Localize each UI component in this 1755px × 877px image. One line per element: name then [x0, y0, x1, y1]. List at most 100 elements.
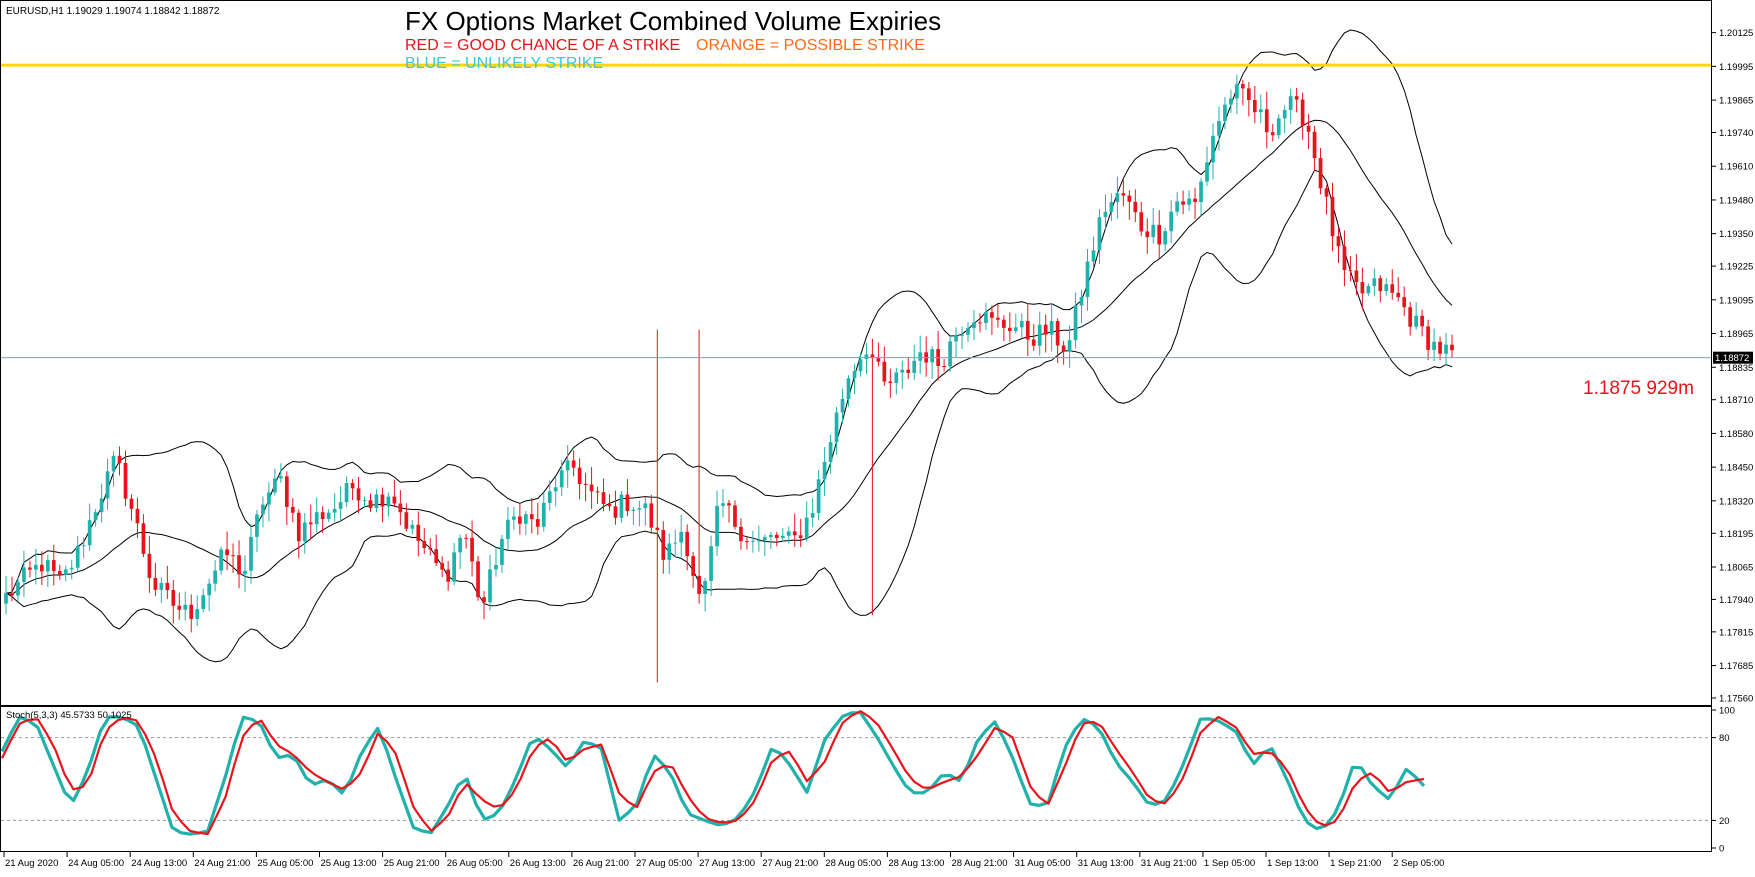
- candle-bear: [882, 361, 887, 382]
- candle-bull: [1223, 104, 1227, 122]
- time-tick-label: 28 Aug 05:00: [825, 858, 881, 869]
- candle-bull: [261, 504, 265, 515]
- candle-bull: [338, 502, 343, 509]
- chart-title: FX Options Market Combined Volume Expiri…: [405, 6, 941, 36]
- candle-bear: [284, 476, 289, 507]
- candle-bull: [4, 593, 8, 604]
- price-tick-label: 1.18580: [1719, 429, 1753, 440]
- price-tick-label: 1.19480: [1719, 195, 1753, 206]
- candle-bull: [834, 412, 839, 443]
- legend-blue-text: BLUE = UNLIKELY STRIKE: [405, 55, 603, 72]
- candle-bear: [691, 556, 696, 576]
- candle-bull: [679, 531, 684, 543]
- price-tick-label: 1.18195: [1719, 529, 1753, 540]
- candle-bear: [1133, 201, 1138, 213]
- candle-bear: [39, 564, 44, 572]
- candle-bear: [1450, 344, 1454, 351]
- candle-bear: [1354, 270, 1359, 283]
- main-chart-frame: [0, 0, 1712, 706]
- candle-bull: [786, 531, 791, 536]
- candle-bull: [1288, 96, 1293, 110]
- candle-bull: [709, 546, 713, 582]
- candle-bull: [894, 372, 899, 384]
- bollinger-upper: [5, 29, 1453, 594]
- candle-bull: [1037, 324, 1042, 346]
- candle-bear: [649, 503, 654, 528]
- candle-bear: [1025, 320, 1030, 340]
- time-tick-label: 25 Aug 13:00: [321, 858, 377, 869]
- candle-bull: [22, 567, 26, 582]
- time-tick-label: 24 Aug 21:00: [194, 858, 250, 869]
- candle-bull: [45, 560, 50, 572]
- candle-bull: [1282, 109, 1287, 119]
- candle-bull: [1444, 344, 1448, 354]
- candle-bull: [1073, 305, 1078, 341]
- price-tick-label: 1.19865: [1719, 96, 1753, 107]
- candlesticks: [4, 74, 1454, 683]
- price-tick-label: 1.17940: [1719, 595, 1753, 606]
- bollinger-middle: [5, 119, 1453, 595]
- candle-bull: [183, 604, 188, 610]
- candle-bull: [267, 492, 271, 505]
- candle-bear: [697, 575, 701, 594]
- candle-bull: [804, 517, 809, 538]
- candle-bear: [625, 494, 630, 512]
- candle-bear: [51, 560, 56, 571]
- candle-bull: [207, 583, 212, 596]
- candle-bull: [111, 455, 116, 472]
- stoch-tick-label: 100: [1719, 706, 1735, 717]
- candle-bull: [810, 513, 815, 518]
- candle-bear: [290, 506, 295, 513]
- candle-bull: [1229, 98, 1233, 105]
- stoch-main-line: [0, 711, 1426, 836]
- candle-bear: [464, 537, 468, 539]
- candle-bull: [930, 349, 935, 363]
- candle-bear: [745, 541, 749, 543]
- price-tick-label: 1.18965: [1719, 329, 1753, 340]
- candle-bull: [195, 609, 200, 619]
- candle-bull: [87, 520, 92, 546]
- candle-bull: [500, 538, 504, 565]
- candle-bull: [715, 505, 719, 547]
- candle-bull: [302, 522, 307, 542]
- candle-bear: [996, 317, 1000, 320]
- candle-bull: [948, 341, 952, 367]
- candle-bear: [1420, 315, 1424, 327]
- candle-bear: [1252, 100, 1257, 113]
- candle-bull: [960, 334, 964, 336]
- candle-bear: [404, 512, 409, 529]
- candle-bear: [392, 496, 397, 504]
- candle-bull: [332, 508, 337, 513]
- price-tick-label: 1.18320: [1719, 496, 1753, 507]
- candle-bull: [81, 545, 86, 547]
- candle-bull: [273, 478, 277, 493]
- candle-bear: [153, 577, 158, 590]
- candle-bear: [1348, 270, 1353, 272]
- candle-bull: [1205, 162, 1209, 182]
- candle-bear: [171, 589, 176, 606]
- price-tick-label: 1.18835: [1719, 363, 1753, 374]
- candle-bull: [1151, 224, 1156, 238]
- candle-bull: [900, 369, 905, 373]
- stochastic-indicator: 100 80 20 0: [0, 706, 1735, 855]
- candle-bull: [1103, 211, 1108, 218]
- candle-bear: [123, 462, 128, 499]
- price-tick-label: 1.19095: [1719, 295, 1753, 306]
- candle-bull: [840, 399, 845, 413]
- candle-bear: [595, 491, 600, 493]
- candle-bull: [918, 352, 923, 361]
- candle-bear: [942, 366, 946, 368]
- candle-bull: [249, 536, 253, 571]
- candle-bull: [619, 494, 624, 518]
- candle-bull: [816, 479, 821, 514]
- stoch-tick-label: 80: [1719, 733, 1730, 744]
- candle-bull: [984, 312, 988, 324]
- candle-bear: [356, 488, 361, 501]
- candle-bear: [368, 500, 373, 509]
- candle-bull: [1067, 340, 1072, 352]
- candle-bear: [135, 508, 140, 524]
- candle-bull: [523, 514, 528, 524]
- candle-bear: [225, 549, 229, 556]
